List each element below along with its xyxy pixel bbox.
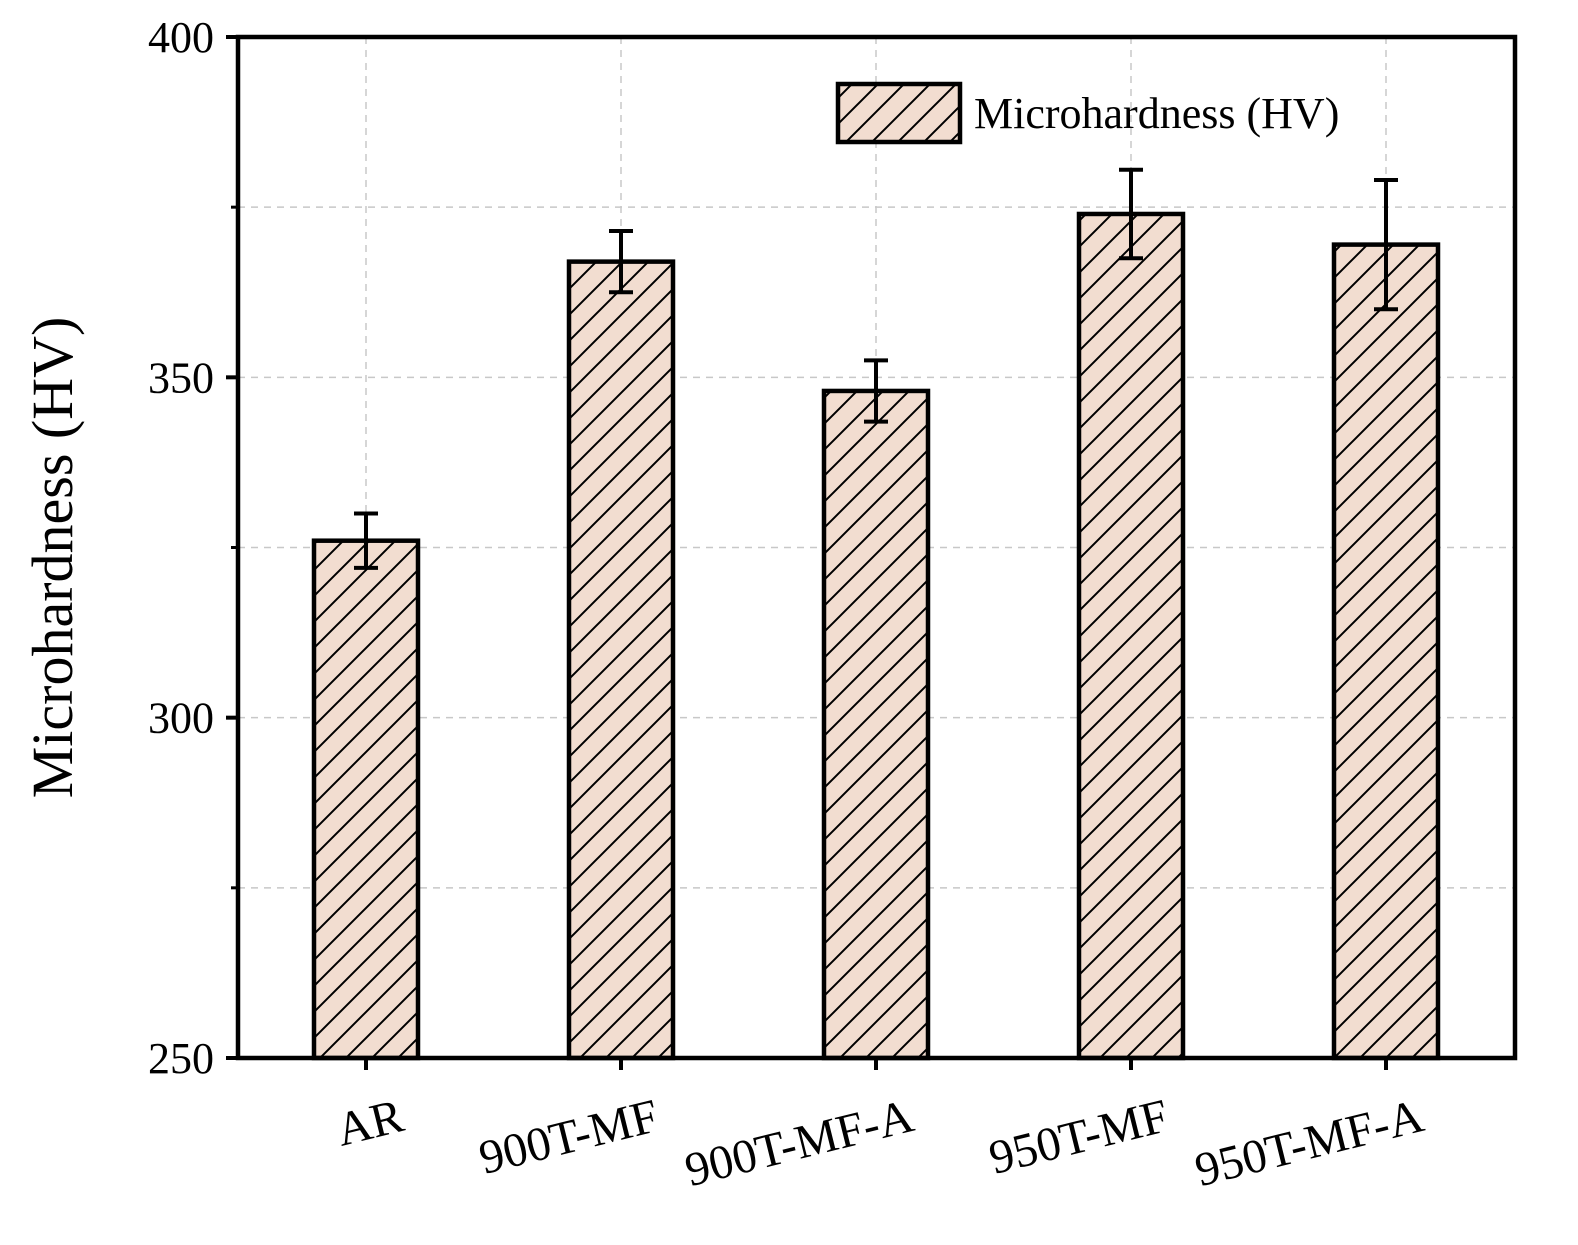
bar-hatch <box>1334 244 1438 1058</box>
axes <box>226 34 1518 1070</box>
bar-900T-MF-A <box>821 388 931 1061</box>
bar-hatch <box>824 390 928 1058</box>
y-axis-title: Microhardness (HV) <box>20 317 85 799</box>
axis-labels: 250 300 350 400 AR 900T-MF 900T-MF-A 950T-MF 950… <box>20 13 1429 1197</box>
x-tick-label: 950T-MF <box>984 1089 1174 1185</box>
legend: Microhardness (HV) <box>835 81 1339 145</box>
y-tick-label: 250 <box>148 1034 214 1083</box>
legend-label: Microhardness (HV) <box>974 89 1339 138</box>
x-tick-label: 900T-MF-A <box>680 1089 919 1197</box>
x-tick-label: 950T-MF-A <box>1190 1089 1429 1197</box>
bar-950T-MF <box>1076 211 1186 1061</box>
legend-swatch-hatch <box>838 84 960 142</box>
x-tick-label: 900T-MF <box>474 1089 664 1185</box>
x-tick-label: AR <box>331 1089 409 1157</box>
error-bar-950T-MF <box>1119 167 1143 261</box>
error-bar-AR <box>354 511 378 570</box>
bar-900T-MF <box>566 259 676 1061</box>
bar-hatch <box>1079 213 1183 1058</box>
bar-AR <box>311 538 421 1061</box>
bar-hatch <box>569 261 673 1058</box>
error-bar-950T-MF-A <box>1374 177 1398 312</box>
y-tick-label: 350 <box>148 353 214 402</box>
bar-hatch <box>314 540 418 1058</box>
error-bar-900T-MF-A <box>864 358 888 424</box>
y-tick-label: 300 <box>148 694 214 743</box>
error-bars <box>354 167 1398 570</box>
bar-950T-MF-A <box>1331 242 1441 1061</box>
y-tick-label: 400 <box>148 13 214 62</box>
error-bar-900T-MF <box>609 228 633 295</box>
legend-swatch-border <box>835 81 963 145</box>
